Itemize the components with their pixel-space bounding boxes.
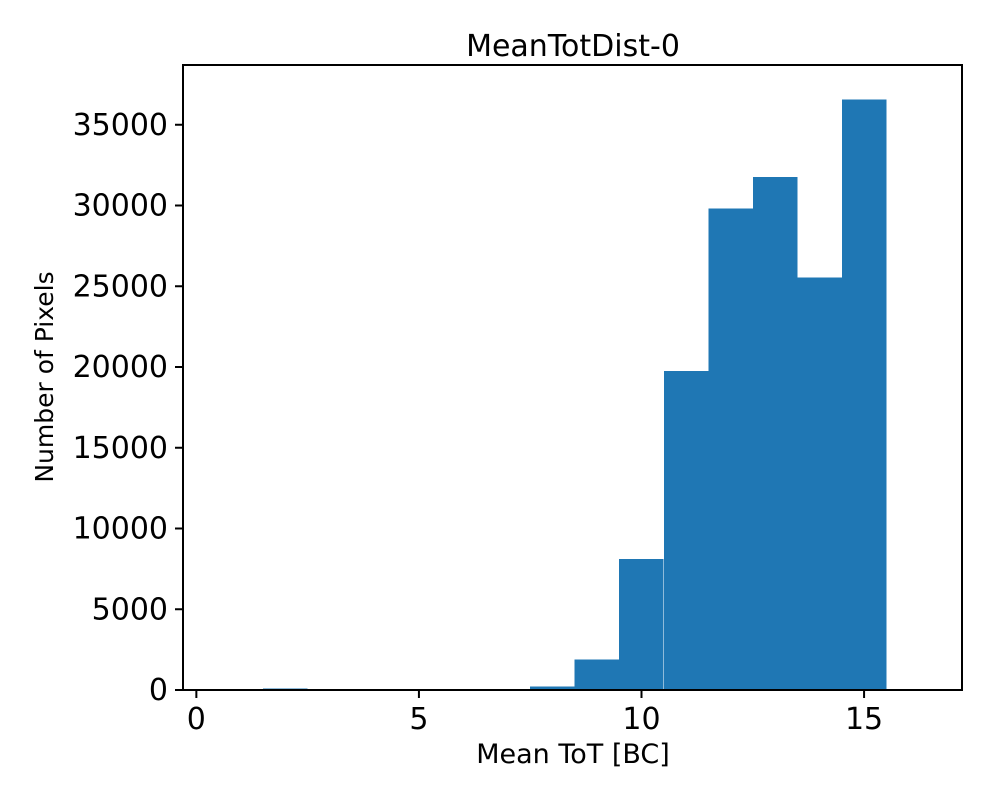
histogram-bar [530, 686, 575, 690]
x-tick-label: 10 [622, 702, 660, 737]
histogram-bar [797, 277, 842, 690]
histogram-bar [708, 208, 753, 690]
plot-border [182, 64, 963, 691]
x-tick-label: 15 [845, 702, 883, 737]
x-tick-label: 0 [187, 702, 206, 737]
y-tick-label: 20000 [73, 350, 168, 385]
chart-title: MeanTotDist-0 [466, 29, 680, 64]
bars-group [263, 99, 887, 690]
y-tick-label: 0 [149, 673, 168, 708]
y-tick-label: 15000 [73, 431, 168, 466]
y-tick-label: 30000 [73, 189, 168, 224]
y-tick-label: 25000 [73, 269, 168, 304]
histogram-bar [619, 559, 664, 690]
x-axis-label: Mean ToT [BC] [476, 739, 670, 770]
y-axis-label: Number of Pixels [30, 271, 59, 482]
x-tick-label: 5 [409, 702, 428, 737]
histogram-bar [841, 99, 887, 690]
histogram-bar [752, 177, 798, 690]
histogram-bar [574, 659, 620, 690]
axes-group: 0 5 10 15 0 5000 10000 15000 20000 25000 30000 3500… [73, 108, 884, 737]
histogram-bar [663, 371, 709, 690]
y-tick-label: 5000 [92, 592, 168, 627]
y-tick-label: 10000 [73, 512, 168, 547]
y-tick-label: 35000 [73, 108, 168, 143]
